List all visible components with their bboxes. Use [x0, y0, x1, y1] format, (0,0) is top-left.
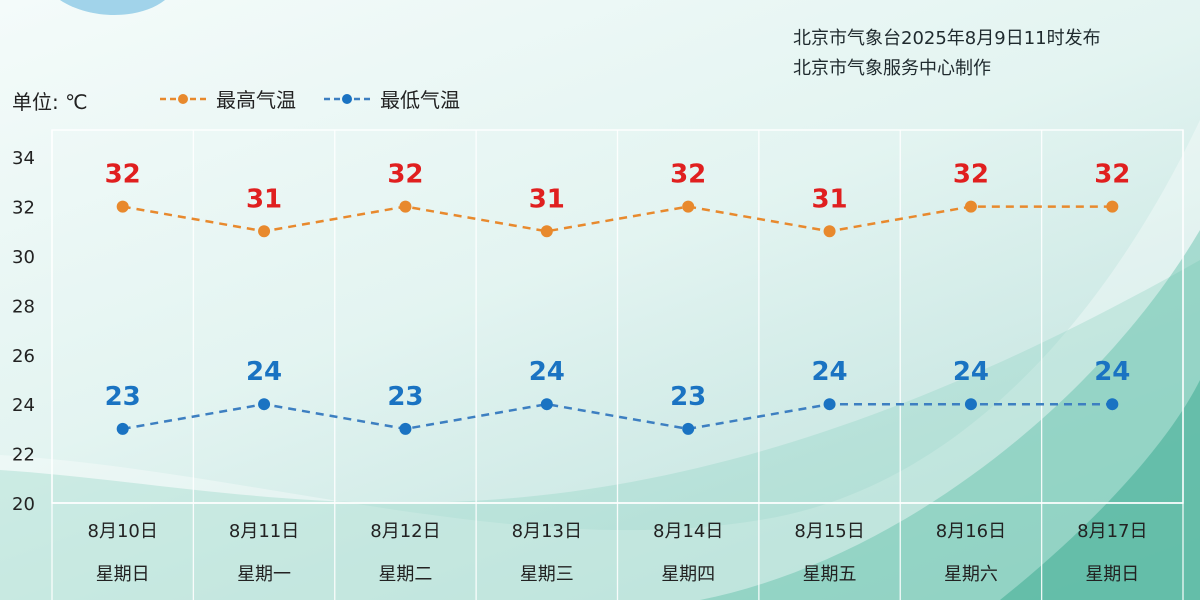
data-label-low: 24 — [246, 357, 282, 387]
data-label-high: 32 — [1094, 160, 1130, 190]
x-weekday-label: 星期六 — [944, 564, 998, 585]
x-weekday-label: 星期日 — [96, 564, 150, 585]
data-point-low — [399, 422, 412, 435]
y-tick-label: 28 — [12, 296, 35, 317]
data-label-low: 24 — [1094, 357, 1130, 387]
y-tick-label: 20 — [12, 494, 35, 515]
legend-high-label: 最高气温 — [216, 88, 296, 112]
data-point-low — [1106, 398, 1119, 411]
data-label-low: 24 — [953, 357, 989, 387]
y-tick-label: 24 — [12, 395, 35, 416]
data-point-high — [823, 225, 836, 238]
legend-high-swatch — [160, 93, 206, 104]
x-weekday-label: 星期四 — [661, 564, 715, 585]
series: 32 31 32 31 32 31 32 32 23 24 23 24 23 24 24 24 — [105, 160, 1130, 435]
data-point-high — [682, 200, 695, 213]
data-point-high — [964, 200, 977, 213]
legend-low-swatch — [324, 93, 370, 104]
data-point-high — [116, 200, 129, 213]
y-tick-label: 22 — [12, 445, 35, 466]
data-point-low — [116, 422, 129, 435]
x-weekday-label: 星期五 — [803, 564, 857, 585]
y-tick-label: 34 — [12, 148, 35, 169]
data-point-low — [682, 422, 695, 435]
data-label-high: 32 — [387, 160, 423, 190]
data-point-high — [1106, 200, 1119, 213]
data-label-high: 32 — [953, 160, 989, 190]
legend-item-low: 最低气温 — [322, 84, 460, 113]
legend-item-high: 最高气温 — [158, 84, 296, 113]
logo-emblem — [60, 0, 165, 15]
x-date-label: 8月12日 — [370, 521, 440, 542]
issuer-line-2: 北京市气象服务中心制作 — [793, 58, 991, 79]
data-point-high — [540, 225, 553, 238]
x-weekday-label: 星期日 — [1085, 564, 1139, 585]
data-point-high — [399, 200, 412, 213]
data-label-high: 31 — [246, 184, 282, 214]
x-date-label: 8月10日 — [88, 521, 158, 542]
data-label-low: 23 — [105, 382, 141, 412]
data-label-low: 24 — [811, 357, 847, 387]
unit-label: 单位: ℃ — [12, 90, 88, 114]
data-label-high: 31 — [529, 184, 565, 214]
data-point-low — [964, 398, 977, 411]
y-tick-label: 26 — [12, 346, 35, 367]
x-weekday-label: 星期三 — [520, 564, 574, 585]
x-date-label: 8月14日 — [653, 521, 723, 542]
x-weekday-label: 星期一 — [237, 564, 291, 585]
data-point-low — [823, 398, 836, 411]
grid — [51, 129, 1184, 600]
data-point-low — [540, 398, 553, 411]
y-tick-label: 32 — [12, 198, 35, 219]
x-date-label: 8月11日 — [229, 521, 299, 542]
data-label-low: 24 — [529, 357, 565, 387]
issuer-line-1: 北京市气象台2025年8月9日11时发布 — [793, 28, 1101, 49]
x-date-label: 8月16日 — [936, 521, 1006, 542]
data-label-low: 23 — [387, 382, 423, 412]
data-label-high: 31 — [811, 184, 847, 214]
y-tick-label: 30 — [12, 247, 35, 268]
legend-low-label: 最低气温 — [380, 88, 460, 112]
data-label-low: 23 — [670, 382, 706, 412]
x-date-label: 8月17日 — [1077, 521, 1147, 542]
x-weekday-label: 星期二 — [378, 564, 432, 585]
x-date-label: 8月15日 — [794, 521, 864, 542]
data-point-low — [258, 398, 271, 411]
x-date-label: 8月13日 — [512, 521, 582, 542]
data-label-high: 32 — [670, 160, 706, 190]
data-point-high — [258, 225, 271, 238]
data-label-high: 32 — [105, 160, 141, 190]
